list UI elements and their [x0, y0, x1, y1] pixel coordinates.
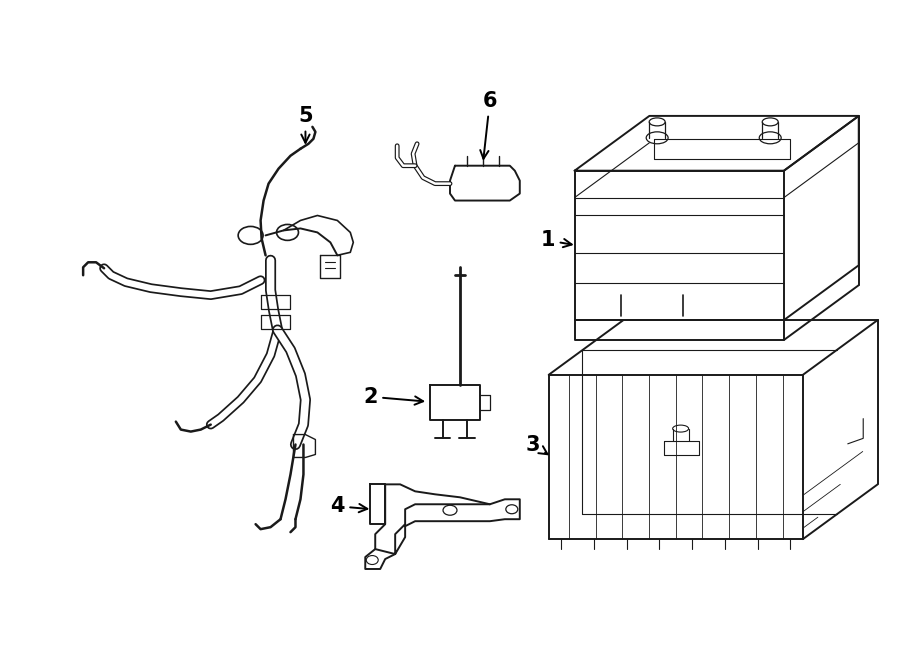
Ellipse shape: [762, 118, 778, 126]
Text: 5: 5: [298, 106, 313, 143]
Text: 6: 6: [481, 91, 497, 159]
Text: 1: 1: [540, 231, 572, 251]
Text: 3: 3: [526, 434, 547, 455]
Ellipse shape: [672, 425, 688, 432]
Text: 4: 4: [330, 496, 367, 516]
Text: 2: 2: [363, 387, 423, 407]
Ellipse shape: [649, 118, 665, 126]
